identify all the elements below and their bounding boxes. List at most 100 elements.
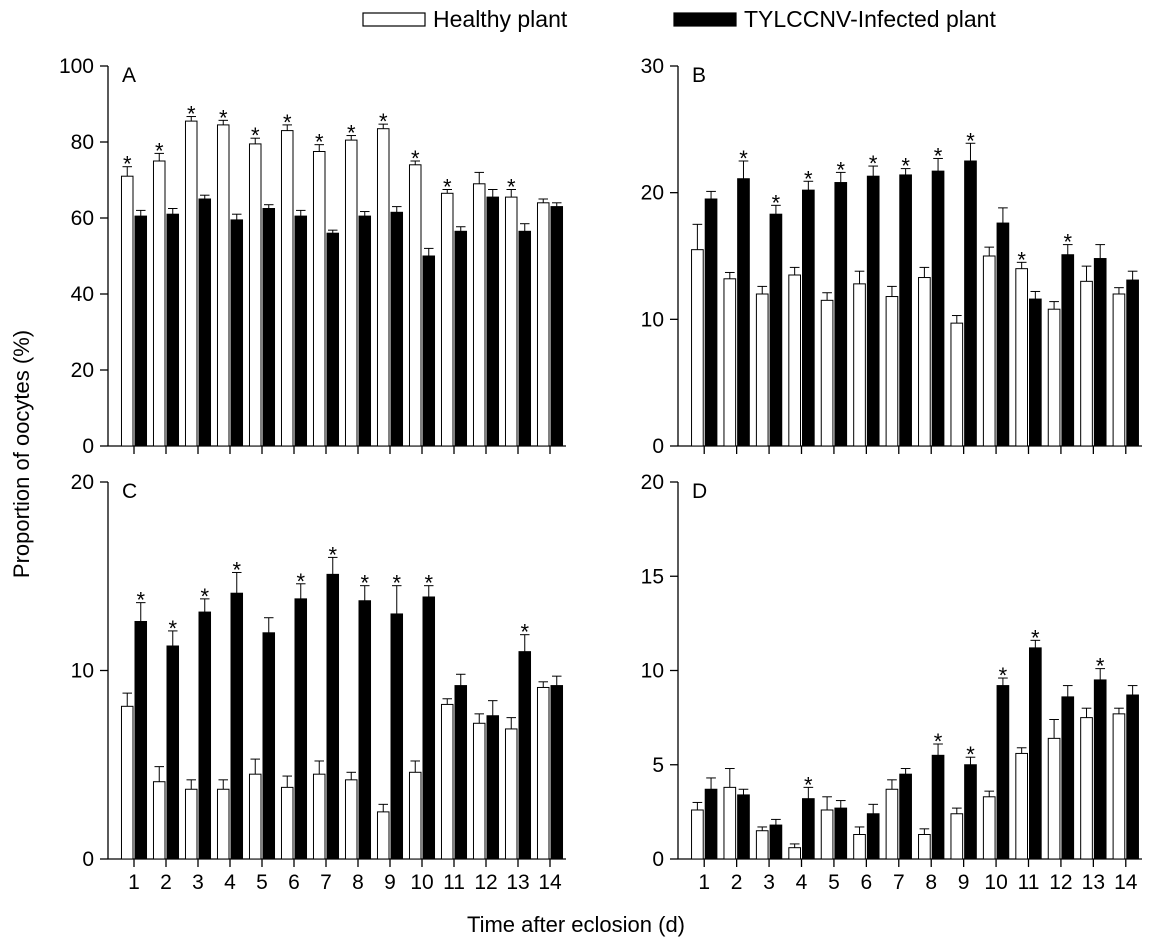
panel-b: 0 10 20 30 B * * * * * * * * * * (641, 55, 1142, 458)
y-tick-label: 10 (641, 308, 664, 331)
x-tick-label: 7 (320, 871, 332, 894)
bar-healthy (820, 299, 834, 447)
bar-infected (834, 182, 848, 447)
significance-star: * (966, 742, 975, 767)
bar-healthy (152, 160, 166, 447)
x-axis-title: Time after eclosion (d) (467, 912, 685, 937)
bar-infected (931, 170, 945, 447)
bar-infected (262, 208, 276, 447)
significance-star: * (155, 138, 164, 163)
bar-healthy (918, 833, 931, 860)
bar-infected (769, 213, 783, 447)
bar-healthy (280, 786, 294, 860)
bar-healthy (788, 847, 802, 860)
x-tick-label: 14 (1114, 871, 1138, 894)
bar-infected (964, 160, 977, 447)
bar-healthy (885, 788, 899, 860)
y-tick-label: 20 (71, 471, 94, 494)
legend: Healthy plant TYLCCNV-Infected plant (362, 6, 996, 32)
bar-infected (358, 600, 372, 860)
bar-infected (358, 215, 372, 447)
bar-healthy (184, 120, 198, 447)
bar-healthy (691, 809, 704, 860)
bar-infected (294, 215, 308, 447)
bar-healthy (152, 781, 166, 860)
bar-healthy (755, 293, 769, 447)
y-tick-label: 80 (71, 131, 94, 154)
bar-infected (769, 824, 783, 860)
bar-healthy (216, 124, 230, 447)
significance-star: * (1096, 654, 1105, 679)
bar-healthy (312, 151, 326, 447)
bar-infected (486, 715, 500, 860)
bar-infected (1029, 298, 1042, 447)
x-tick-label: 7 (893, 871, 905, 894)
bar-infected (198, 611, 212, 860)
y-tick-label: 20 (71, 359, 94, 382)
panel-c: 0 10 20 C 1 * 2 * 3 * 4 * 5 6 * 7 * 8 * 9 * 10 * 11 12 13 * 14 (71, 471, 566, 894)
y-axis-title: Proportion of oocytes (%) (9, 330, 34, 578)
significance-star: * (934, 729, 943, 754)
bar-infected (518, 651, 532, 860)
bar-healthy (918, 277, 931, 447)
bar-infected (550, 685, 564, 860)
bar-healthy (1112, 713, 1126, 860)
x-tick-label: 5 (828, 871, 840, 894)
legend-label-healthy: Healthy plant (433, 6, 568, 32)
significance-star: * (739, 146, 748, 171)
bar-infected (704, 788, 718, 860)
x-tick-label: 10 (984, 871, 1007, 894)
bar-healthy (344, 779, 358, 860)
significance-star: * (520, 620, 529, 645)
significance-star: * (1031, 625, 1040, 650)
bar-healthy (1112, 293, 1126, 447)
significance-star: * (934, 143, 943, 168)
bar-healthy (885, 296, 899, 447)
x-tick-label: 13 (1082, 871, 1105, 894)
significance-star: * (507, 175, 516, 200)
bar-healthy (536, 686, 550, 860)
significance-star: * (315, 130, 324, 155)
bar-healthy (853, 833, 866, 860)
bar-infected (866, 175, 880, 447)
y-tick-label: 20 (641, 471, 664, 494)
x-tick-label: 1 (698, 871, 710, 894)
bar-infected (198, 198, 212, 447)
x-tick-label: 12 (474, 871, 497, 894)
bar-infected (964, 764, 977, 860)
x-tick-label: 9 (958, 871, 970, 894)
significance-star: * (411, 146, 420, 171)
bar-infected (422, 596, 436, 860)
significance-star: * (328, 542, 337, 567)
x-tick-label: 13 (506, 871, 529, 894)
panel-letter: C (122, 480, 137, 503)
x-tick-label: 4 (796, 871, 808, 894)
significance-star: * (283, 110, 292, 135)
bar-infected (390, 613, 404, 860)
bar-infected (996, 685, 1010, 860)
bar-infected (996, 222, 1010, 447)
bar-healthy (408, 164, 422, 447)
significance-star: * (804, 166, 813, 191)
bar-healthy (440, 192, 454, 447)
y-tick-label: 0 (82, 848, 94, 871)
y-tick-label: 40 (71, 283, 94, 306)
bar-infected (454, 230, 468, 447)
bar-healthy (472, 722, 486, 860)
bar-healthy (280, 130, 294, 447)
y-tick-label: 10 (71, 660, 94, 683)
bar-healthy (1080, 280, 1093, 447)
bar-infected (134, 620, 148, 860)
panel-a: 0 20 40 60 80 100 A * * * * * * * * * * * * (59, 55, 566, 458)
bar-healthy (216, 788, 230, 860)
x-tick-label: 11 (1018, 871, 1040, 894)
y-tick-label: 100 (59, 55, 94, 78)
bar-infected (1093, 679, 1107, 860)
x-tick-label: 14 (538, 871, 562, 894)
bar-healthy (723, 278, 737, 447)
bar-infected (834, 807, 848, 860)
bar-infected (1093, 258, 1107, 447)
x-tick-label: 12 (1049, 871, 1072, 894)
bar-healthy (440, 703, 454, 860)
